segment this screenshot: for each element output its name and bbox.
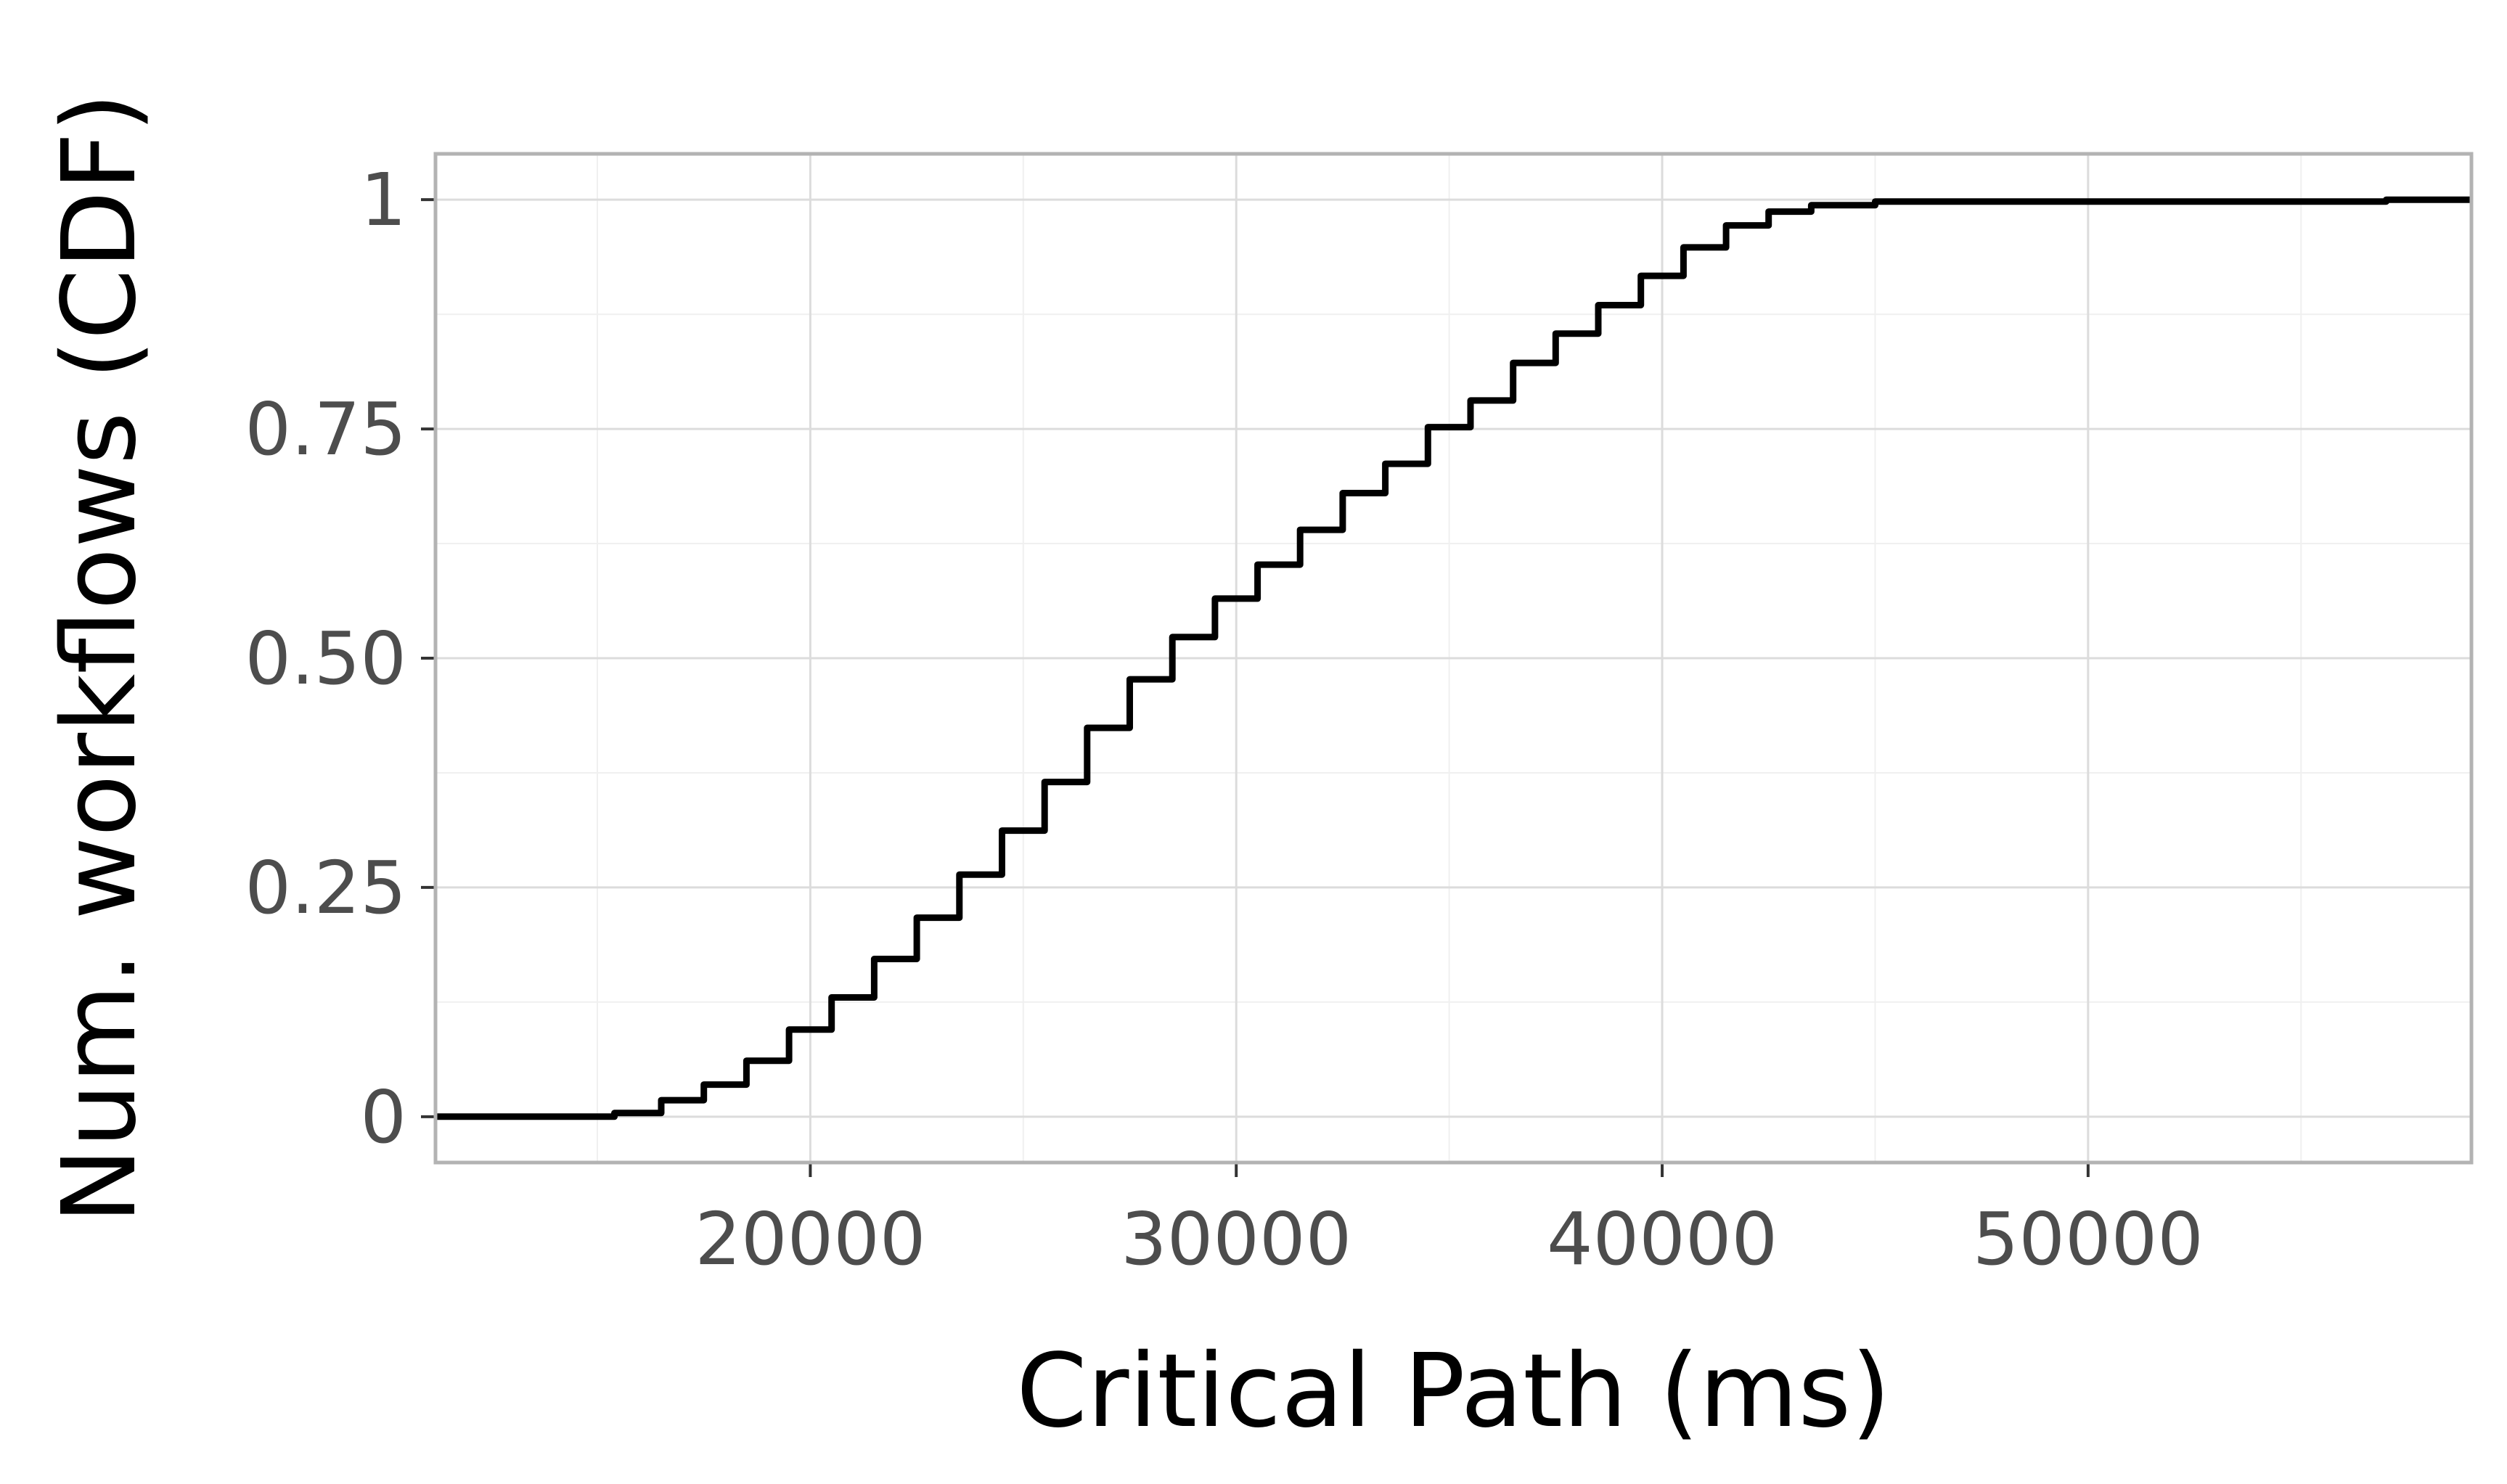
series-group — [435, 196, 2471, 1120]
x-axis-title: Critical Path (ms) — [1016, 1332, 1891, 1451]
x-tick-label: 30000 — [1121, 1197, 1351, 1282]
x-axis-ticks: 20000 30000 40000 50000 — [695, 1163, 2204, 1282]
cdf-series-line — [435, 196, 2471, 1120]
y-tick-label: 0.50 — [245, 616, 406, 701]
x-tick-label: 20000 — [695, 1197, 925, 1282]
y-tick-label: 0 — [360, 1075, 406, 1160]
y-tick-label: 0.75 — [245, 387, 406, 472]
x-tick-label: 40000 — [1547, 1197, 1778, 1282]
major-gridlines — [435, 154, 2471, 1163]
y-tick-label: 1 — [360, 157, 406, 242]
y-tick-label: 0.25 — [245, 845, 406, 930]
y-axis-ticks: 0 0.25 0.50 0.75 1 — [245, 157, 435, 1160]
x-tick-label: 50000 — [1973, 1197, 2204, 1282]
y-axis-title: Num. workflows (CDF) — [41, 93, 159, 1224]
panel-border — [433, 152, 2474, 1165]
